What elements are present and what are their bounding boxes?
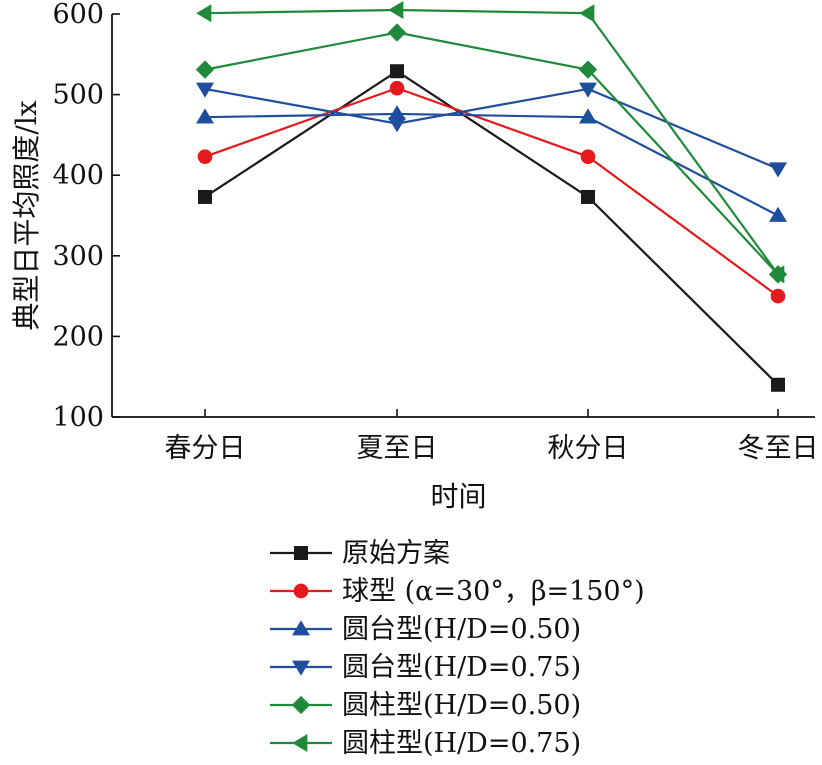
data-point (770, 288, 786, 304)
data-point (390, 64, 404, 79)
legend-label: 原始方案 (342, 538, 450, 569)
series-6 (196, 0, 785, 284)
legend-label: 球型 (α=30°，β=150°) (342, 576, 645, 607)
legend-item: 圆台型(H/D=0.75) (270, 652, 581, 683)
series-2 (197, 80, 786, 304)
chart-axes (111, 14, 815, 418)
y-tick-label: 300 (52, 241, 104, 272)
data-point (768, 206, 788, 222)
data-point (769, 265, 785, 284)
legend-marker (291, 695, 311, 715)
y-tick-label: 500 (52, 80, 104, 111)
legend-marker (294, 546, 308, 560)
series-line (204, 69, 779, 386)
x-axis-ticks: 春分日 夏至日 秋分日 冬至日 (165, 409, 819, 464)
data-point (771, 377, 785, 392)
x-tick-label: 夏至日 (357, 433, 438, 464)
series-5 (195, 23, 788, 284)
legend-label: 圆台型(H/D=0.75) (342, 652, 581, 683)
legend-item: 圆台型(H/D=0.50) (270, 614, 581, 645)
data-point (387, 117, 407, 133)
y-tick-label: 400 (52, 160, 104, 191)
data-point (578, 60, 598, 79)
series-3 (195, 105, 788, 222)
series-line (204, 8, 779, 275)
data-point (195, 82, 215, 98)
data-point (768, 162, 788, 178)
data-point (198, 189, 212, 204)
legend-item: 原始方案 (270, 538, 450, 569)
data-point (389, 80, 405, 96)
y-tick-label: 200 (52, 321, 104, 352)
data-point (195, 108, 215, 124)
x-tick-label: 春分日 (165, 433, 246, 464)
legend-marker (292, 733, 308, 753)
series-line (204, 112, 779, 217)
data-point (580, 149, 596, 164)
data-point (195, 60, 215, 79)
data-point (197, 149, 213, 164)
y-tick-label: 100 (52, 402, 104, 433)
legend-marker (291, 660, 311, 676)
x-tick-label: 秋分日 (548, 433, 629, 464)
legend-label: 圆台型(H/D=0.50) (342, 614, 581, 645)
y-tick-label: 600 (52, 0, 104, 30)
chart-series (195, 0, 788, 392)
data-point (578, 108, 598, 124)
series-line (204, 86, 779, 297)
data-point (579, 4, 595, 23)
series-1 (198, 64, 785, 392)
data-point (578, 82, 598, 98)
series-4 (195, 82, 788, 178)
x-axis-label: 时间 (430, 480, 486, 513)
legend-item: 圆柱型(H/D=0.50) (270, 690, 581, 721)
x-tick-label: 冬至日 (738, 433, 819, 464)
data-point (196, 4, 212, 23)
legend-item: 圆柱型(H/D=0.75) (270, 728, 581, 759)
data-point (581, 189, 595, 204)
y-axis-label: 典型日平均照度/lx (10, 100, 43, 330)
legend-label: 圆柱型(H/D=0.75) (342, 728, 581, 759)
y-axis-ticks: 100 200 300 400 500 600 (52, 0, 120, 433)
series-line (204, 31, 779, 276)
legend-marker (293, 583, 309, 599)
legend-label: 圆柱型(H/D=0.50) (342, 690, 581, 721)
legend-marker (291, 620, 311, 636)
data-point (388, 0, 404, 19)
data-point (387, 23, 407, 42)
legend-item: 球型 (α=30°，β=150°) (270, 576, 645, 607)
series-line (204, 87, 779, 170)
